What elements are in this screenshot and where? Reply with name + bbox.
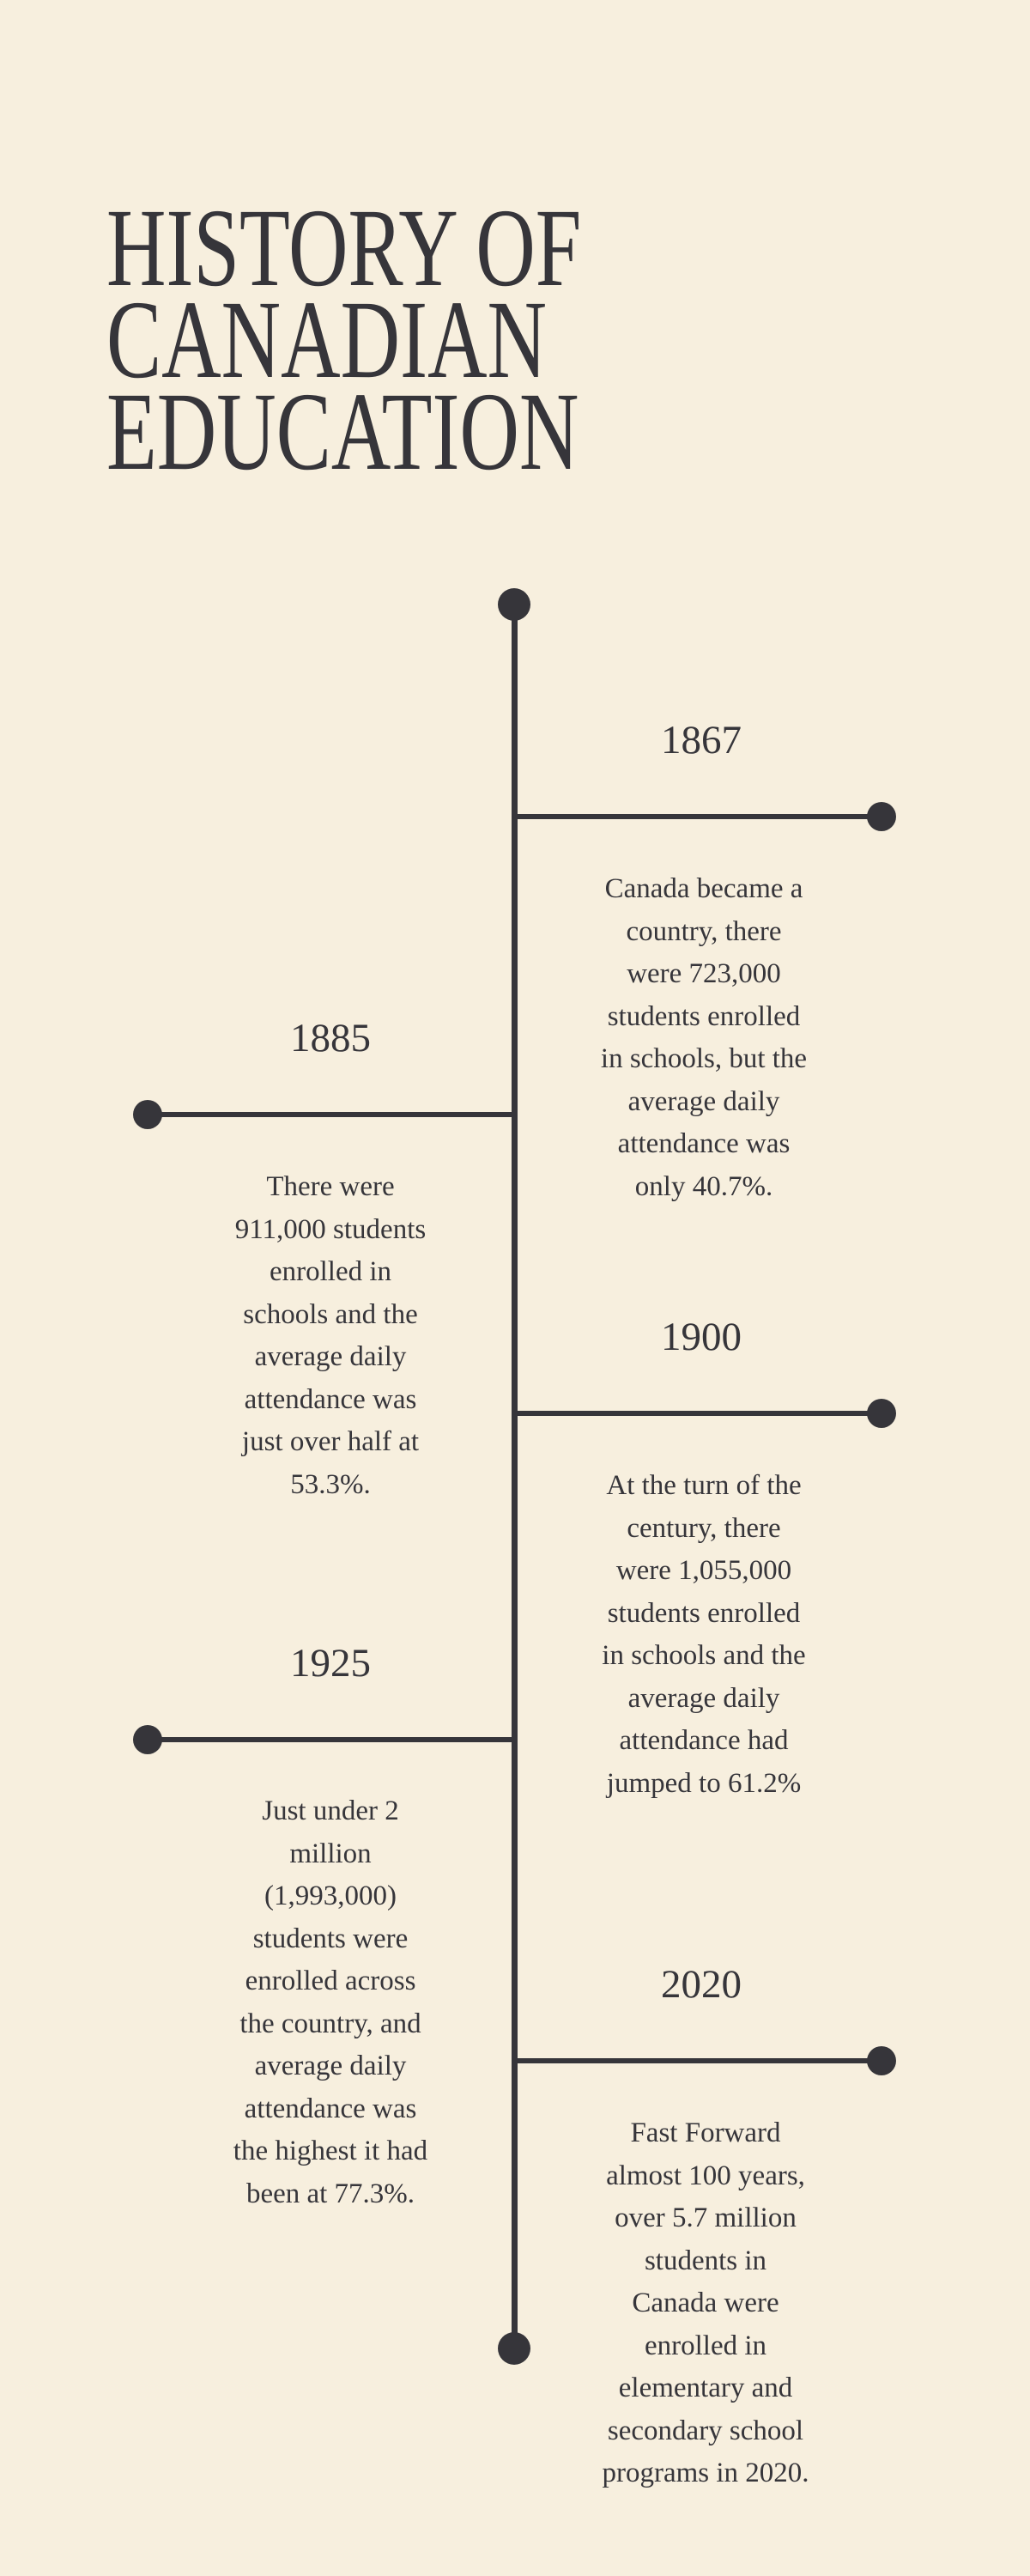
event-marker-dot-icon (867, 1399, 896, 1428)
event-connector-line (514, 814, 882, 819)
event-year: 1925 (290, 1641, 371, 1686)
event-connector-line (514, 2058, 882, 2063)
title-line-2: CANADIAN (106, 278, 548, 402)
event-description: Just under 2 million (1,993,000) student… (233, 1795, 428, 2209)
timeline-end-dot-icon (498, 2332, 530, 2365)
event-marker-dot-icon (133, 1725, 162, 1754)
event-marker-dot-icon (867, 802, 896, 831)
event-description: There were 911,000 students enrolled in … (234, 1171, 427, 1500)
event-description: Canada became a country, there were 723,… (600, 873, 808, 1202)
event-year: 1885 (290, 1016, 371, 1060)
event-marker-dot-icon (133, 1100, 162, 1129)
event-year: 1867 (661, 718, 742, 762)
event-connector-line (148, 1737, 514, 1742)
event-connector-line (148, 1112, 514, 1117)
event-year: 2020 (661, 1962, 742, 2007)
timeline-start-dot-icon (498, 588, 530, 621)
event-marker-dot-icon (867, 2046, 896, 2075)
title-line-3: EDUCATION (106, 370, 579, 494)
event-connector-line (514, 1411, 882, 1416)
page-title: HISTORY OF CANADIAN EDUCATION (106, 186, 582, 494)
event-description: Fast Forward almost 100 years, over 5.7 … (602, 2117, 809, 2488)
event-year: 1900 (661, 1315, 742, 1359)
event-description: At the turn of the century, there were 1… (602, 1470, 806, 1799)
title-line-1: HISTORY OF (106, 186, 582, 310)
timeline-axis-line (512, 605, 518, 2348)
